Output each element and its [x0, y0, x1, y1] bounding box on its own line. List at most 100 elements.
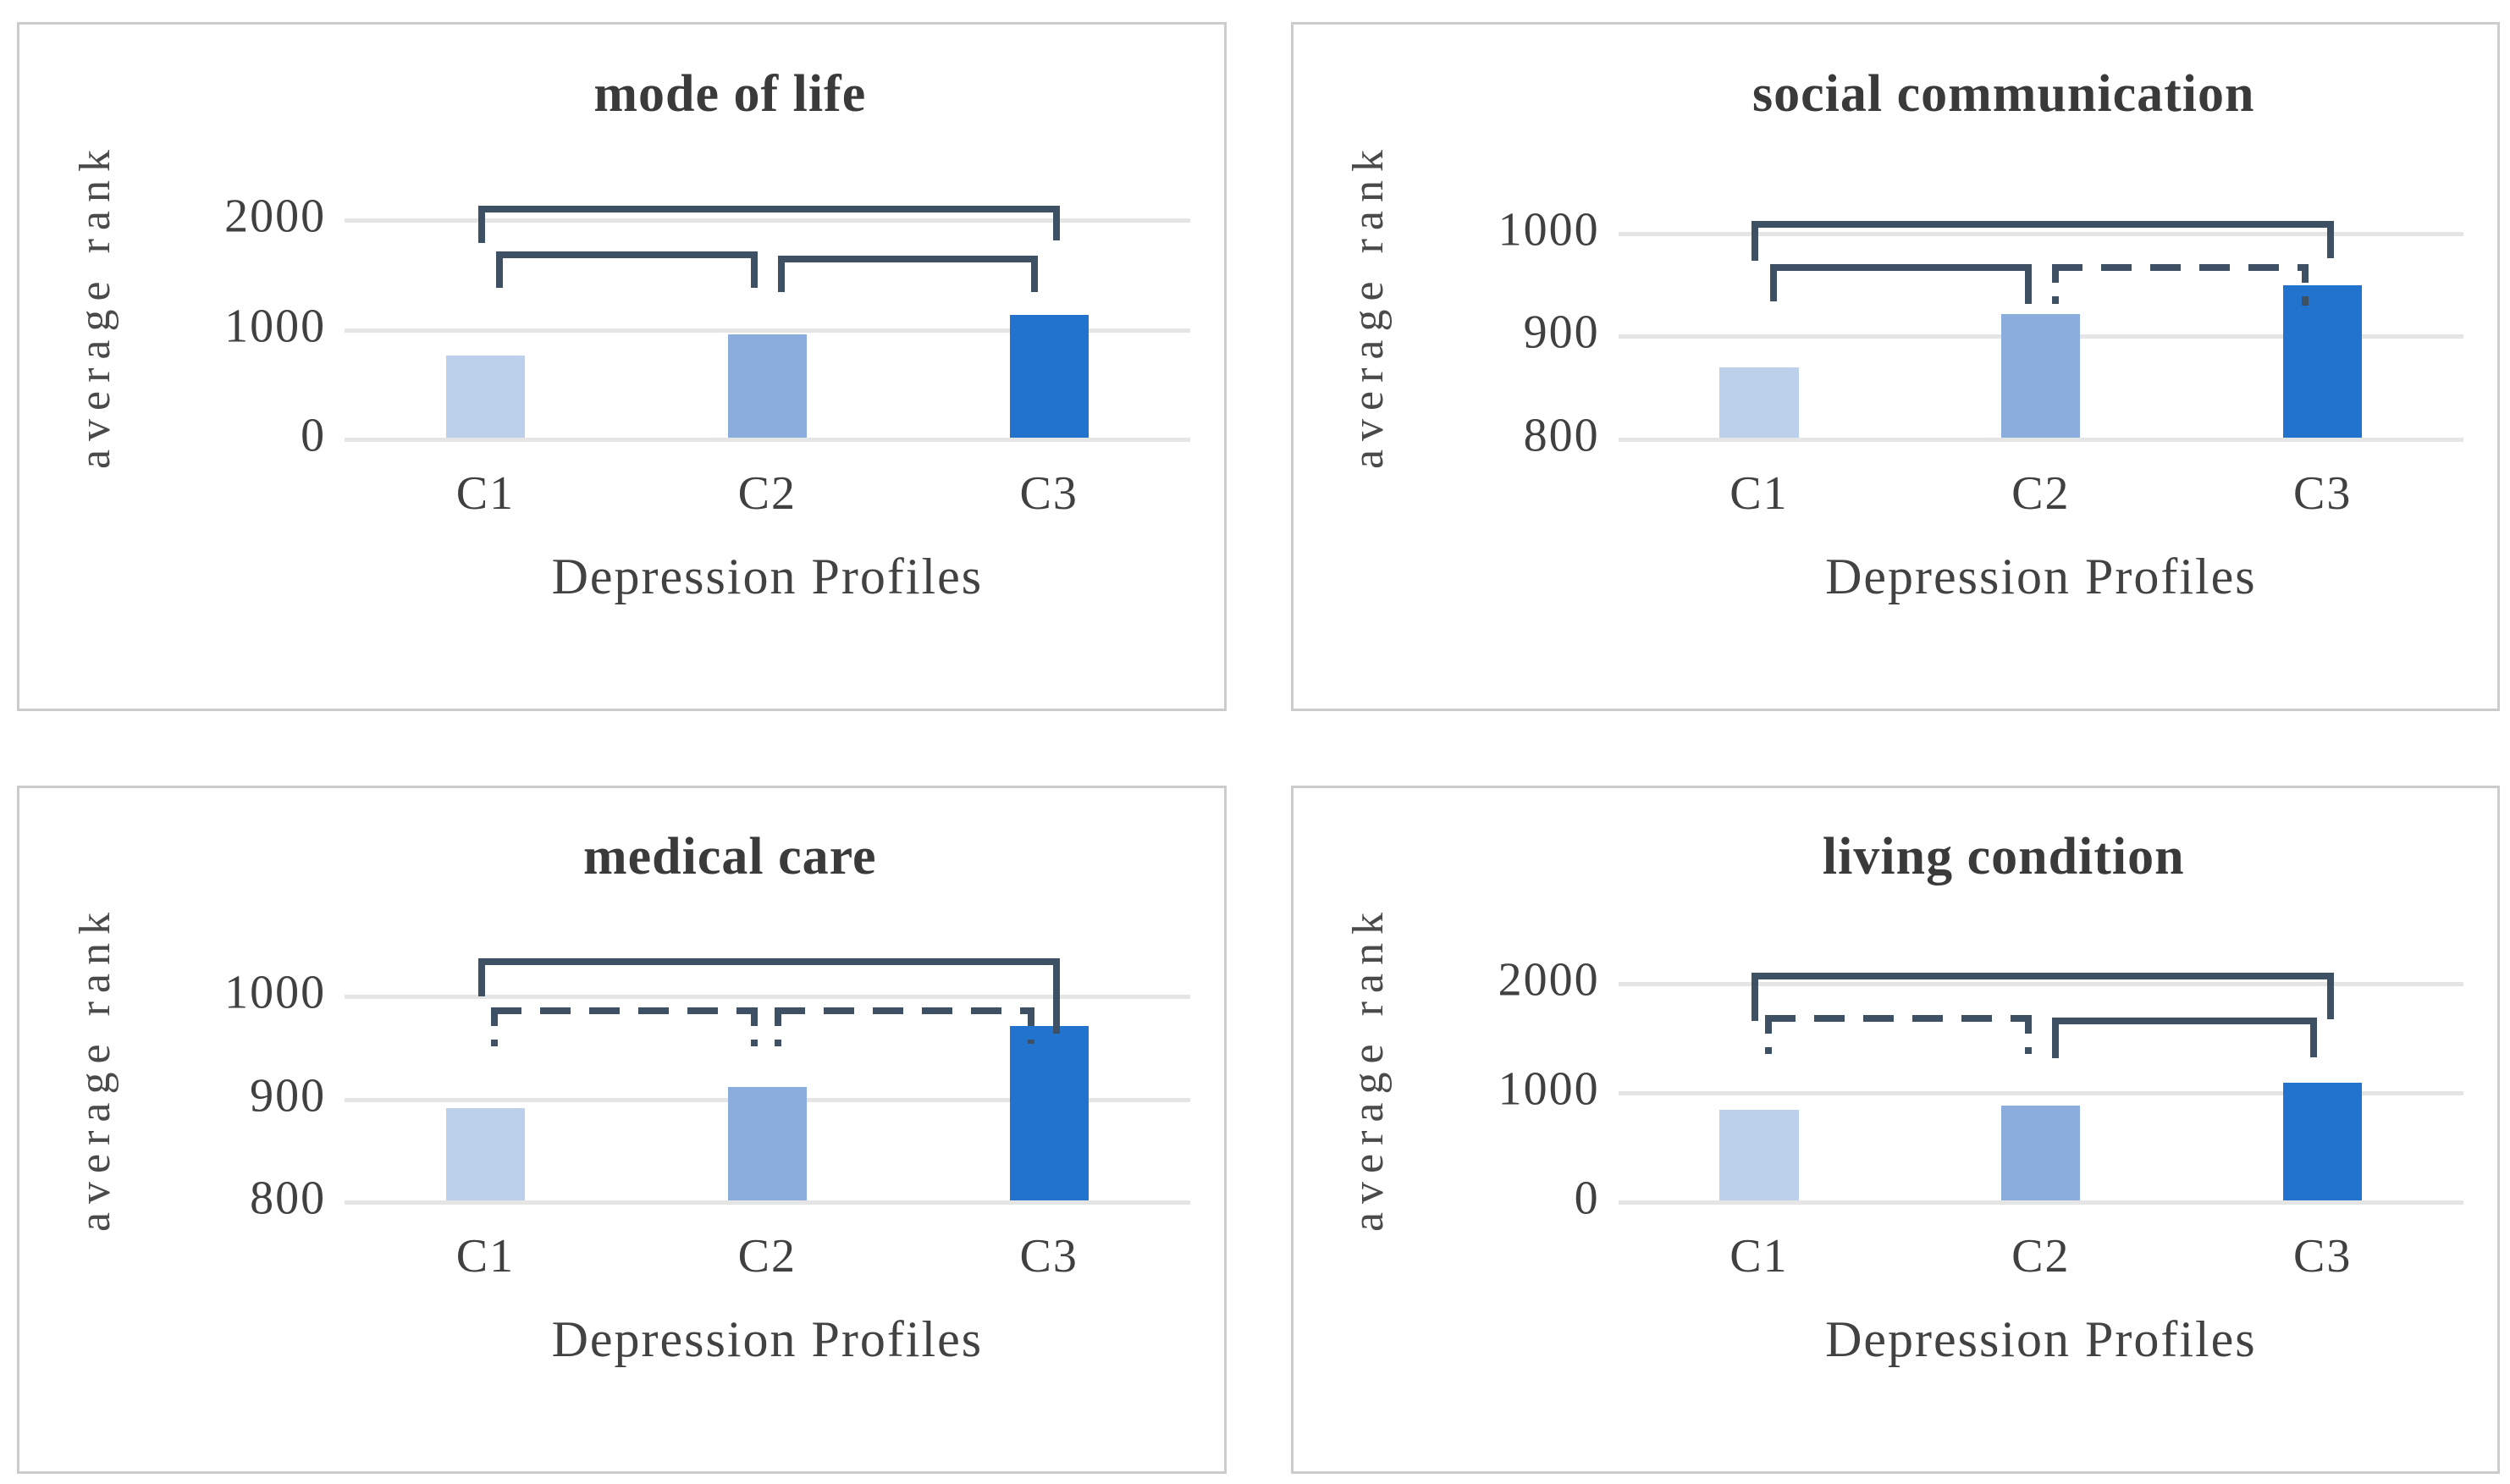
plot-area: 800 900 1000 C1 C2 C3	[224, 938, 1190, 1283]
significance-bracket-leg	[1764, 1014, 1772, 1055]
bar-C1	[445, 1107, 526, 1201]
significance-bracket-bar	[477, 958, 1061, 966]
significance-bracket-leg	[1053, 958, 1061, 1034]
significance-bracket-bar	[496, 251, 759, 259]
x-tick-label: C1	[1729, 466, 1789, 520]
chart-title: mode of life	[593, 64, 867, 123]
significance-bracket-leg	[751, 251, 759, 288]
gridline	[345, 328, 1190, 333]
significance-bracket-leg	[775, 1007, 782, 1046]
significance-bracket-leg	[1751, 973, 1758, 1022]
x-tick-label: C1	[1729, 1230, 1789, 1283]
gridline	[1618, 231, 2464, 236]
bar-C1	[1719, 367, 1799, 438]
significance-bracket-bar	[775, 1007, 1035, 1014]
significance-bracket-bar	[1751, 973, 2334, 980]
plot-area: 0 1000 2000 C1 C2 C3	[224, 175, 1190, 520]
x-tick-label: C3	[1019, 466, 1078, 520]
significance-bracket-bar	[1751, 221, 2334, 229]
y-tick-label: 800	[250, 1172, 327, 1225]
x-tick-label: C2	[2011, 1230, 2071, 1283]
y-axis-title-wrap: average rank	[70, 897, 120, 1239]
x-tick-label: C1	[455, 1230, 516, 1283]
gridline	[1618, 981, 2464, 986]
x-axis-title: Depression Profiles	[1825, 1311, 2257, 1368]
significance-bracket-bar	[778, 256, 1039, 263]
bar-C3	[1009, 1025, 1089, 1201]
bar-C2	[2001, 313, 2081, 438]
significance-bracket-leg	[2024, 264, 2032, 304]
y-tick-label: 1000	[1498, 1062, 1600, 1116]
significance-bracket-bar	[2051, 264, 2309, 272]
y-tick-label: 800	[1523, 409, 1600, 462]
significance-bracket-bar	[2051, 1018, 2317, 1025]
x-tick-label: C3	[1019, 1230, 1078, 1283]
y-tick-label: 1000	[224, 299, 327, 352]
significance-bracket-leg	[2326, 221, 2334, 259]
y-axis-title-wrap: average rank	[70, 134, 120, 476]
significance-bracket-leg	[2024, 1014, 2032, 1055]
gridline	[345, 218, 1190, 223]
gridline	[1618, 437, 2464, 442]
y-tick-label: 900	[250, 1069, 327, 1123]
y-tick-label: 1000	[1498, 202, 1600, 256]
significance-bracket-bar	[1764, 1014, 2032, 1022]
bar-C2	[727, 1087, 807, 1201]
x-tick-label: C3	[2293, 466, 2353, 520]
y-tick-label: 2000	[1498, 953, 1600, 1007]
x-axis-title: Depression Profiles	[1825, 548, 2257, 604]
gridline	[345, 1200, 1190, 1205]
gridline	[345, 437, 1190, 442]
bar-C2	[2001, 1105, 2081, 1201]
x-axis-title: Depression Profiles	[551, 1311, 984, 1368]
significance-bracket-bar	[1769, 264, 2032, 272]
significance-bracket-leg	[1769, 264, 1777, 302]
significance-bracket-leg	[2309, 1018, 2317, 1057]
chart-panel-medical-care: medical care average rank 800 900 1000 C1 C2…	[17, 785, 1227, 1474]
bar-C1	[1719, 1109, 1799, 1201]
significance-bracket-leg	[751, 1007, 759, 1046]
significance-bracket-leg	[2051, 1018, 2059, 1059]
significance-bracket-leg	[1028, 1007, 1035, 1045]
plot-area: 800 900 1000 C1 C2 C3	[1498, 175, 2464, 520]
bar-C2	[727, 334, 807, 438]
gridline	[345, 995, 1190, 1000]
y-tick-label: 900	[1523, 306, 1600, 359]
y-tick-label: 2000	[224, 190, 327, 243]
x-tick-label: C2	[737, 1230, 797, 1283]
significance-bracket-bar	[491, 1007, 759, 1014]
significance-bracket-leg	[2051, 264, 2059, 304]
y-tick-label: 0	[301, 409, 327, 462]
chart-panel-social-communication: social communication average rank 800 900…	[1290, 22, 2500, 711]
significance-bracket-leg	[1751, 221, 1758, 261]
chart-panel-living-condition: living condition average rank 0 1000 2000 C…	[1290, 785, 2500, 1474]
gridline	[1618, 1200, 2464, 1205]
y-axis-title: average rank	[1344, 904, 1393, 1233]
bar-C3	[2283, 1082, 2363, 1201]
bar-C1	[445, 355, 526, 438]
y-axis-title: average rank	[70, 904, 119, 1233]
significance-bracket-leg	[778, 256, 786, 292]
x-tick-label: C1	[455, 466, 516, 520]
bar-C3	[1009, 315, 1089, 438]
significance-bracket-leg	[1053, 205, 1061, 241]
bar-C3	[2283, 284, 2363, 438]
significance-bracket-leg	[496, 251, 504, 288]
y-axis-title: average rank	[1344, 141, 1393, 469]
significance-bracket-leg	[477, 205, 485, 243]
significance-bracket-leg	[1031, 256, 1039, 292]
plot-area: 0 1000 2000 C1 C2 C3	[1498, 938, 2464, 1283]
chart-title: medical care	[583, 828, 877, 886]
significance-bracket-bar	[477, 205, 1061, 212]
significance-bracket-leg	[491, 1007, 499, 1046]
chart-panel-mode-of-life: mode of life average rank 0 1000 2000 C1 C2 C…	[17, 22, 1227, 711]
y-axis-title-wrap: average rank	[1343, 134, 1393, 476]
y-tick-label: 1000	[224, 966, 327, 1019]
y-tick-label: 0	[1574, 1172, 1600, 1225]
gridline	[1618, 1091, 2464, 1096]
x-axis-title: Depression Profiles	[551, 548, 984, 604]
y-axis-title: average rank	[70, 141, 119, 469]
significance-bracket-leg	[2326, 973, 2334, 1019]
chart-title: living condition	[1822, 828, 2185, 886]
